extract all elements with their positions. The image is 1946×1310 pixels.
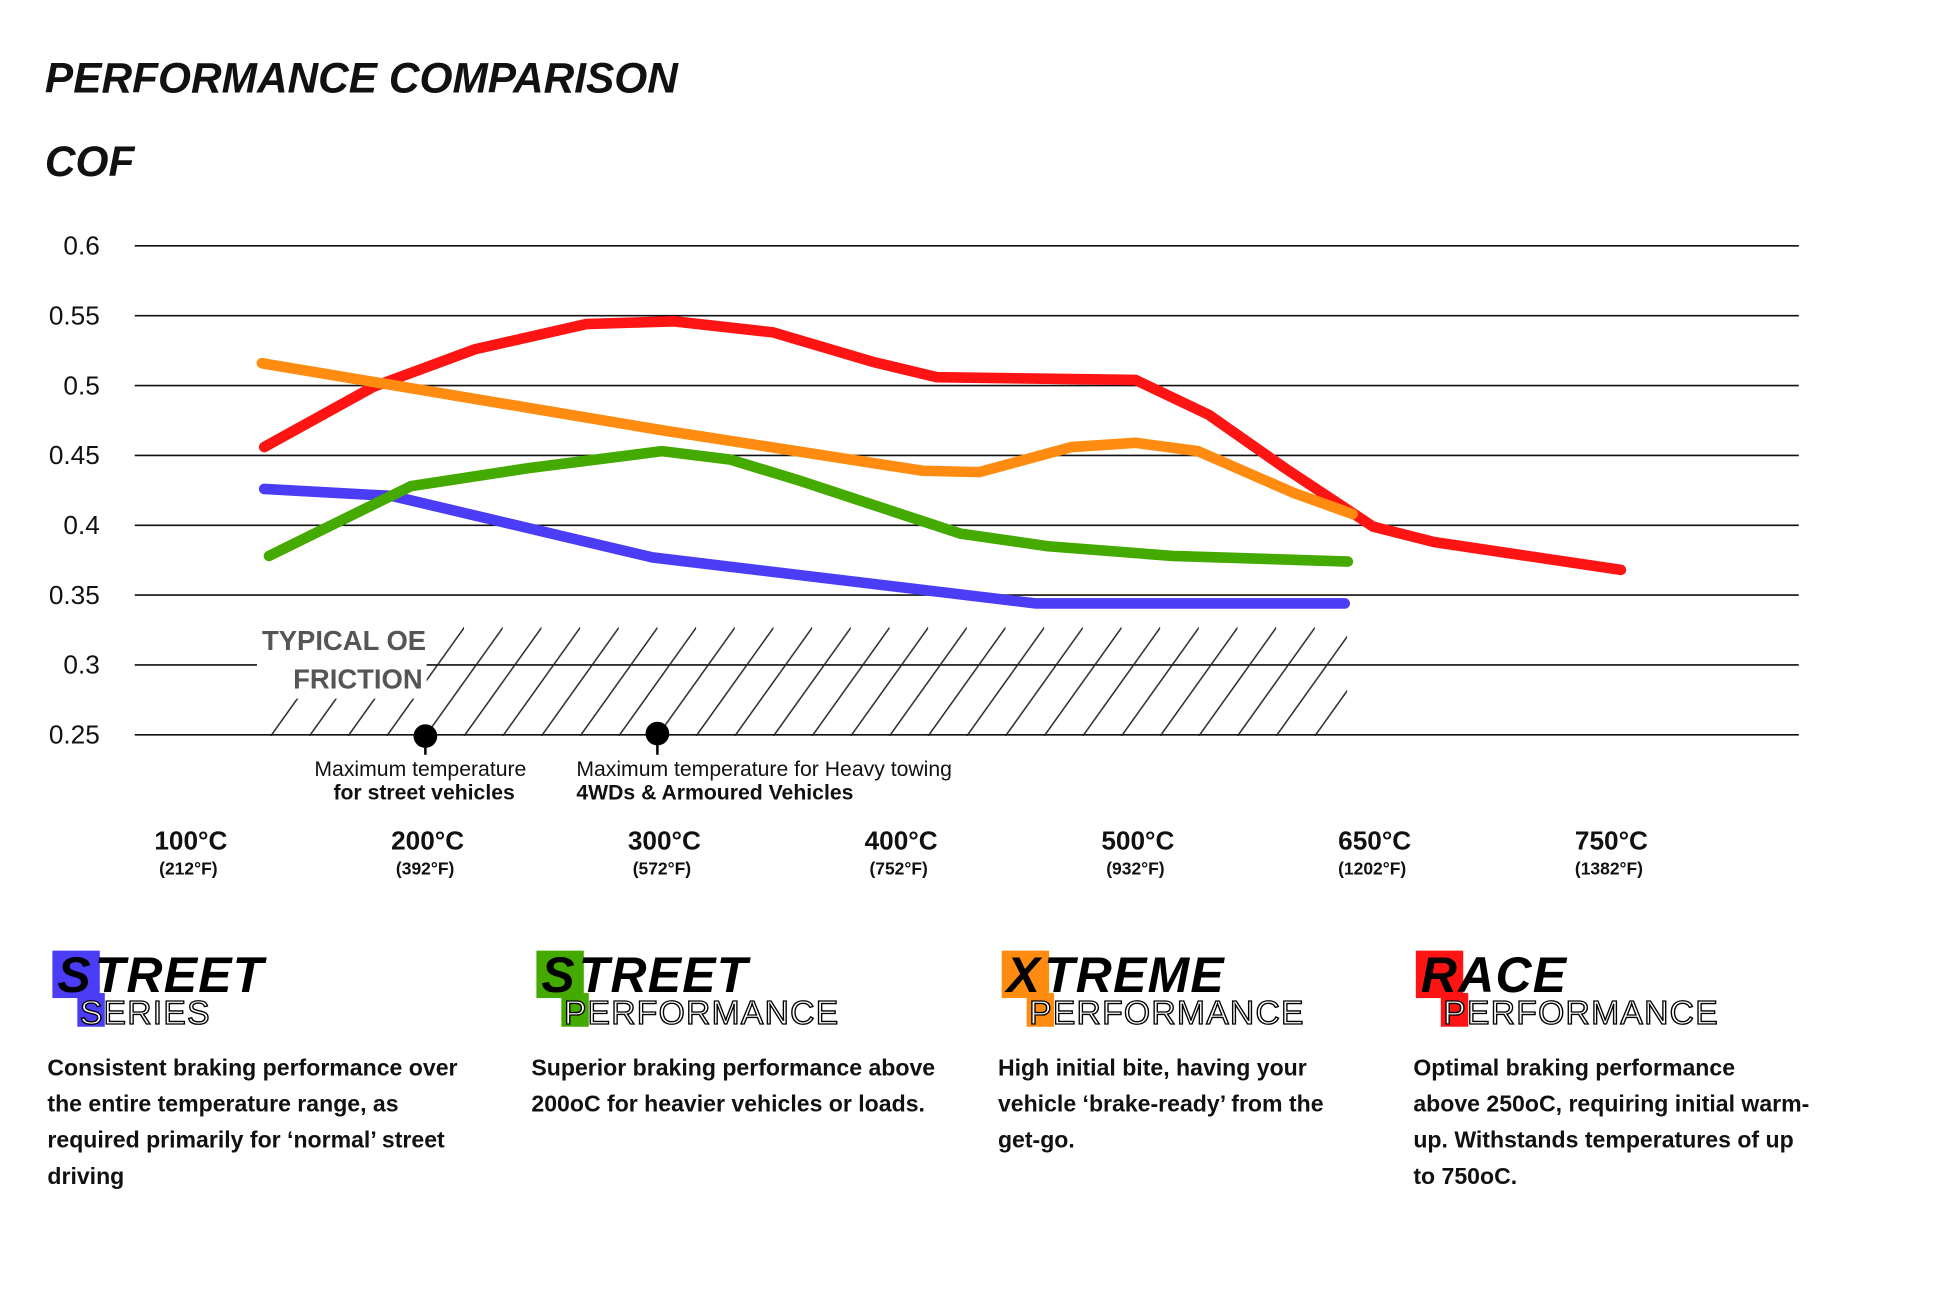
annotation-street: Maximum temperature for street vehicles: [314, 724, 526, 805]
marker-dot: [645, 721, 670, 746]
annotation-line1: Maximum temperature: [314, 758, 526, 781]
product-description-line: driving: [47, 1163, 124, 1189]
x-tick-fahrenheit: (212°F): [159, 859, 217, 879]
y-tick-label: 0.5: [63, 370, 99, 400]
x-tick-fahrenheit: (572°F): [633, 859, 691, 879]
series-line-3: [256, 357, 1358, 520]
x-tick-fahrenheit: (932°F): [1106, 859, 1164, 879]
annotation-line2: for street vehicles: [333, 782, 514, 805]
logo-color-block: [561, 993, 589, 1027]
logo-sub-first-letter: P: [564, 995, 588, 1032]
y-tick-label: 0.6: [63, 231, 99, 261]
series-line-2: [263, 445, 1354, 567]
logo-color-block: [1001, 950, 1050, 999]
logo-sub-word: ERFORMANCE: [1467, 995, 1719, 1032]
product-description-line: required primarily for ‘normal’ street: [47, 1127, 445, 1153]
logo-main-word: ACE: [1456, 947, 1568, 1003]
y-axis-ticks: 0.6 0.55 0.5 0.45 0.4 0.35 0.3 0.25: [49, 231, 100, 750]
y-tick-label: 0.55: [49, 300, 100, 330]
product-description-line: Superior braking performance above: [531, 1054, 935, 1080]
oe-label-line2: FRICTION: [293, 664, 423, 695]
logo-sub-first-letter: S: [80, 995, 104, 1032]
annotation-towing: Maximum temperature for Heavy towing 4WD…: [576, 721, 952, 805]
chart-title: PERFORMANCE COMPARISON: [45, 54, 679, 101]
product-description-line: to 750oC.: [1413, 1163, 1517, 1189]
oe-label-line1: TYPICAL OE: [262, 625, 426, 656]
x-tick-fahrenheit: (1202°F): [1338, 859, 1406, 879]
logo-main-word: TREET: [95, 947, 267, 1003]
logo-color-block: [1026, 993, 1055, 1027]
annotation-line1: Maximum temperature for Heavy towing: [576, 758, 952, 781]
logo-main-word: TREET: [579, 947, 751, 1003]
y-tick-label: 0.3: [63, 650, 99, 680]
x-tick-label: 100°C: [154, 826, 227, 856]
logo-sub-first-letter: P: [1443, 995, 1467, 1032]
product-description-line: Consistent braking performance over: [47, 1054, 457, 1080]
y-tick-label: 0.45: [49, 440, 100, 470]
x-tick-label: 400°C: [865, 826, 938, 856]
x-tick-fahrenheit: (392°F): [396, 859, 454, 879]
product-description-line: up. Withstands temperatures of up: [1413, 1127, 1793, 1153]
y-axis-label: COF: [45, 138, 136, 185]
product-description-line: the entire temperature range, as: [47, 1091, 398, 1117]
series-line-0: [258, 316, 1627, 576]
y-tick-label: 0.4: [63, 510, 99, 540]
logo-color-block: [52, 950, 100, 999]
label-background: [256, 621, 427, 699]
typical-oe-region: TYPICAL OE FRICTION: [256, 596, 1348, 737]
y-tick-label: 0.35: [49, 580, 100, 610]
logo-color-block: [1440, 993, 1469, 1027]
logo-sub-first-letter: P: [1029, 995, 1053, 1032]
series-lines: [256, 316, 1627, 609]
product-description-line: Optimal braking performance: [1413, 1054, 1735, 1080]
product-description-line: above 250oC, requiring initial warm-: [1413, 1091, 1809, 1117]
x-tick-label: 650°C: [1338, 826, 1411, 856]
x-tick-fahrenheit: (1382°F): [1575, 859, 1643, 879]
x-tick-label: 500°C: [1101, 826, 1174, 856]
annotation-line2: 4WDs & Armoured Vehicles: [576, 782, 853, 805]
hatched-area: [261, 596, 1348, 737]
x-tick-fahrenheit: (752°F): [869, 859, 927, 879]
logo-first-letter: S: [57, 947, 92, 1003]
logo-color-block: [77, 993, 105, 1027]
logo-first-letter: X: [1004, 947, 1043, 1003]
logo-main-word: TREME: [1044, 947, 1225, 1003]
series-line-1: [258, 483, 1351, 609]
x-tick-label: 300°C: [628, 826, 701, 856]
logo-sub-word: ERIES: [104, 995, 211, 1032]
logo-first-letter: R: [1421, 947, 1458, 1003]
logo-first-letter: S: [541, 947, 576, 1003]
x-tick-label: 750°C: [1575, 826, 1648, 856]
logo-color-block: [1415, 950, 1464, 999]
product-description-line: 200oC for heavier vehicles or loads.: [531, 1091, 925, 1117]
logo-sub-word: ERFORMANCE: [588, 995, 840, 1032]
logo-sub-word: ERFORMANCE: [1053, 995, 1305, 1032]
marker-dot: [413, 724, 438, 748]
product-description-line: vehicle ‘brake-ready’ from the: [998, 1091, 1324, 1117]
product-description-line: get-go.: [998, 1127, 1075, 1153]
x-axis-ticks: 100°C (212°F) 200°C (392°F) 300°C (572°F) 400°…: [154, 826, 1648, 879]
product-description-line: High initial bite, having your: [998, 1054, 1307, 1080]
logo-color-block: [536, 950, 584, 999]
y-tick-label: 0.25: [49, 720, 100, 750]
x-tick-label: 200°C: [391, 826, 464, 856]
